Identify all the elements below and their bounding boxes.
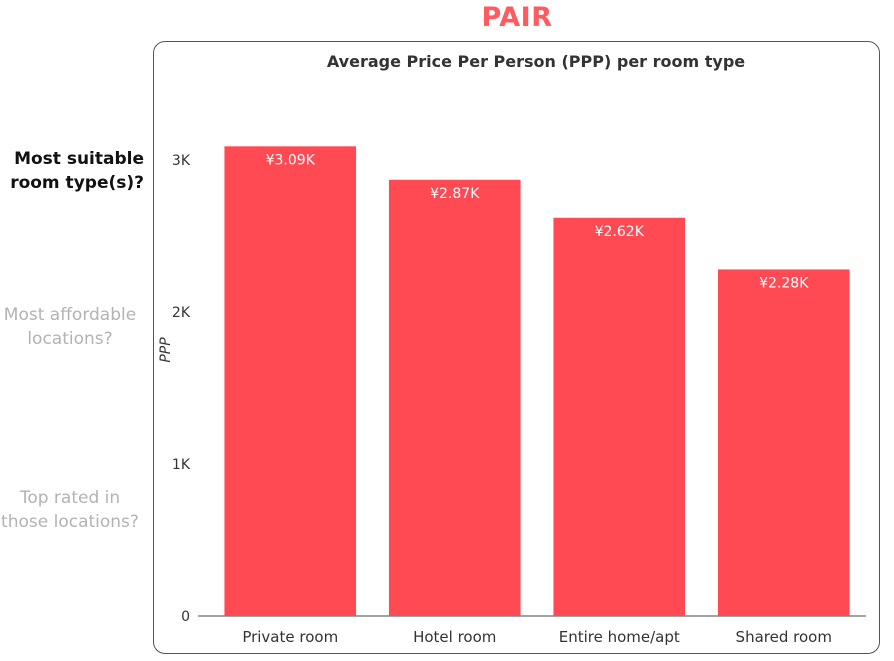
page-title: PAIR	[481, 2, 553, 33]
chart-title: Average Price Per Person (PPP) per room …	[327, 52, 745, 71]
x-tick-label: Private room	[242, 628, 338, 646]
bar[interactable]	[224, 146, 357, 616]
chart-panel	[153, 41, 880, 654]
x-tick-label: Shared room	[736, 628, 832, 646]
bar[interactable]	[717, 269, 850, 616]
bar-data-label: ¥2.28K	[759, 275, 809, 291]
x-tick-label: Hotel room	[413, 628, 496, 646]
question-room-type[interactable]: Most suitable room type(s)?	[10, 149, 144, 193]
y-tick-label: 0	[181, 609, 190, 625]
question-top-rated[interactable]: Top rated in those locations?	[1, 488, 139, 532]
y-tick-label: 1K	[172, 457, 191, 473]
x-tick-label: Entire home/apt	[559, 628, 680, 646]
bar-data-label: ¥2.87K	[430, 186, 480, 202]
question-affordable-locations[interactable]: Most affordable locations?	[3, 305, 137, 349]
bar-data-label: ¥3.09K	[266, 152, 316, 168]
y-axis-label: PPP	[158, 337, 174, 363]
bar[interactable]	[388, 179, 521, 616]
y-tick-label: 3K	[172, 153, 191, 169]
bar-data-label: ¥2.62K	[595, 224, 645, 240]
bar[interactable]	[553, 217, 686, 616]
y-tick-label: 2K	[172, 305, 191, 321]
